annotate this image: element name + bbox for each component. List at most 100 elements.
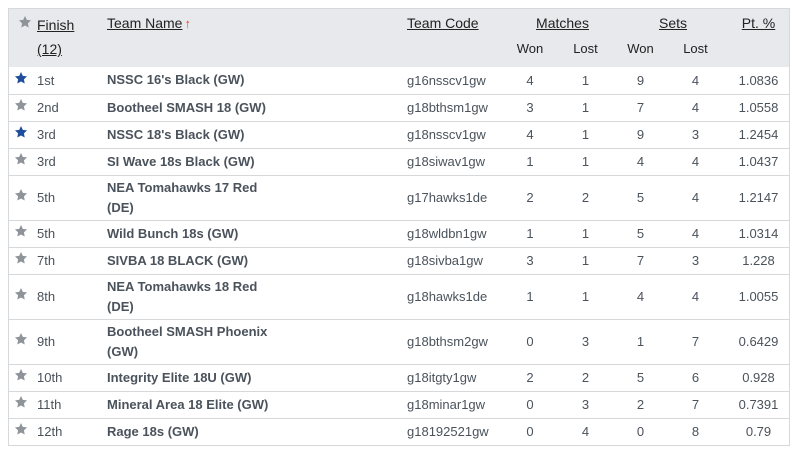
team-code-cell: g18wldbn1gw xyxy=(407,220,507,248)
matches-won-cell: 1 xyxy=(507,274,553,320)
team-name-cell: NSSC 16's Black (GW) xyxy=(107,67,407,95)
sets-won-cell: 9 xyxy=(618,121,663,149)
favorite-star-icon[interactable] xyxy=(14,368,30,384)
finish-place: 2nd xyxy=(37,100,59,115)
favorite-star-icon[interactable] xyxy=(14,71,30,87)
matches-lost: 1 xyxy=(581,100,590,115)
favorite-star-icon[interactable] xyxy=(14,287,30,303)
pt-percent-sort-link[interactable]: Pt. % xyxy=(741,15,776,31)
team-code: g17hawks1de xyxy=(407,190,488,205)
table-row: 9th Bootheel SMASH Phoenix (GW) g18bthsm… xyxy=(9,319,789,365)
pt-percent-cell: 1.0836 xyxy=(728,67,789,95)
matches-lost-cell: 1 xyxy=(553,121,618,149)
team-name[interactable]: Rage 18s (GW) xyxy=(107,423,199,439)
finish-count[interactable]: (12) xyxy=(37,41,62,57)
matches-lost-cell: 1 xyxy=(553,274,618,320)
matches-won: 3 xyxy=(526,253,534,268)
team-name-cell: Integrity Elite 18U (GW) xyxy=(107,364,407,392)
favorite-star-icon[interactable] xyxy=(14,125,30,141)
sets-lost: 3 xyxy=(691,253,700,268)
header-row: Finish (12) Team Name ↑ Team Code Matches… xyxy=(9,9,789,67)
favorite-star-icon[interactable] xyxy=(14,98,30,114)
finish-place: 8th xyxy=(37,289,56,304)
pt-percent: 1.0836 xyxy=(738,72,779,88)
favorite-star-icon[interactable] xyxy=(14,251,30,267)
sets-won-cell: 5 xyxy=(618,220,663,248)
header-star-icon[interactable] xyxy=(18,15,34,31)
sets-won-cell: 7 xyxy=(618,94,663,122)
star-cell xyxy=(9,175,37,221)
favorite-star-icon[interactable] xyxy=(14,395,30,411)
sets-won: 7 xyxy=(636,253,645,268)
team-name[interactable]: SI Wave 18s Black (GW) xyxy=(107,153,255,169)
sets-lost: 4 xyxy=(691,100,700,115)
matches-sort-link[interactable]: Matches xyxy=(536,15,589,31)
star-cell xyxy=(9,418,37,446)
header-star-cell xyxy=(9,9,37,67)
star-cell xyxy=(9,148,37,176)
matches-won-label: Won xyxy=(516,41,544,56)
sets-lost: 7 xyxy=(691,397,700,412)
pt-percent-cell: 0.6429 xyxy=(728,319,789,365)
matches-lost: 3 xyxy=(581,334,590,349)
standings-table: Finish (12) Team Name ↑ Team Code Matches… xyxy=(9,9,789,446)
team-name[interactable]: SIVBA 18 BLACK (GW) xyxy=(107,252,249,268)
star-cell xyxy=(9,247,37,275)
finish-cell: 3rd xyxy=(37,121,107,149)
favorite-star-icon[interactable] xyxy=(14,422,30,438)
sets-won-cell: 9 xyxy=(618,67,663,95)
matches-lost: 1 xyxy=(581,289,590,304)
matches-won-cell: 1 xyxy=(507,220,553,248)
sets-won: 9 xyxy=(636,127,645,142)
favorite-star-icon[interactable] xyxy=(14,188,30,204)
sets-won: 4 xyxy=(636,289,645,304)
finish-sort-link[interactable]: Finish xyxy=(37,17,75,33)
team-name-cell: NSSC 18's Black (GW) xyxy=(107,121,407,149)
finish-cell: 7th xyxy=(37,247,107,275)
matches-lost-cell: 3 xyxy=(553,391,618,419)
sets-lost: 4 xyxy=(691,190,700,205)
favorite-star-icon[interactable] xyxy=(14,224,30,240)
pt-percent: 1.0558 xyxy=(738,100,779,115)
sets-won-label: Won xyxy=(627,41,654,56)
finish-cell: 1st xyxy=(37,67,107,95)
favorite-star-icon[interactable] xyxy=(14,152,30,168)
finish-cell: 5th xyxy=(37,175,107,221)
team-name[interactable]: Bootheel SMASH 18 (GW) xyxy=(107,99,266,115)
sets-won: 7 xyxy=(636,100,645,115)
sets-lost-cell: 4 xyxy=(663,274,728,320)
pt-percent-cell: 0.7391 xyxy=(728,391,789,419)
team-name-suffix[interactable]: (GW) xyxy=(107,343,139,359)
finish-cell: 11th xyxy=(37,391,107,419)
team-code-sort-link[interactable]: Team Code xyxy=(407,15,479,31)
team-name[interactable]: Integrity Elite 18U (GW) xyxy=(107,369,252,385)
sets-lost-cell: 7 xyxy=(663,319,728,365)
team-name-sort-link[interactable]: Team Name xyxy=(107,15,183,31)
team-name[interactable]: NSSC 16's Black (GW) xyxy=(107,72,245,88)
header-team-code: Team Code xyxy=(407,9,507,67)
sets-won: 9 xyxy=(636,72,645,88)
team-name[interactable]: Wild Bunch 18s (GW) xyxy=(107,225,239,241)
team-name[interactable]: NEA Tomahawks 18 Red xyxy=(107,278,258,294)
sets-sort-link[interactable]: Sets xyxy=(658,15,687,31)
sets-lost: 4 xyxy=(691,72,700,88)
team-code-cell: g18itgty1gw xyxy=(407,364,507,392)
star-cell xyxy=(9,274,37,320)
matches-lost-cell: 1 xyxy=(553,220,618,248)
matches-lost: 1 xyxy=(581,226,590,241)
pt-percent: 1.0314 xyxy=(738,226,779,241)
team-code: g18hawks1de xyxy=(407,289,488,304)
team-name-suffix[interactable]: (DE) xyxy=(107,298,134,314)
team-name[interactable]: NSSC 18's Black (GW) xyxy=(107,126,245,142)
matches-lost: 1 xyxy=(581,253,590,268)
team-name-suffix[interactable]: (DE) xyxy=(107,199,134,215)
team-code: g18wldbn1gw xyxy=(407,226,487,241)
team-name[interactable]: Mineral Area 18 Elite (GW) xyxy=(107,396,269,412)
team-name[interactable]: Bootheel SMASH Phoenix xyxy=(107,323,268,339)
team-name[interactable]: NEA Tomahawks 17 Red xyxy=(107,179,258,195)
matches-won: 4 xyxy=(526,127,534,142)
finish-place: 5th xyxy=(37,226,56,241)
favorite-star-icon[interactable] xyxy=(14,332,30,348)
matches-won: 0 xyxy=(526,334,534,349)
team-name-cell: Bootheel SMASH Phoenix (GW) xyxy=(107,319,407,365)
